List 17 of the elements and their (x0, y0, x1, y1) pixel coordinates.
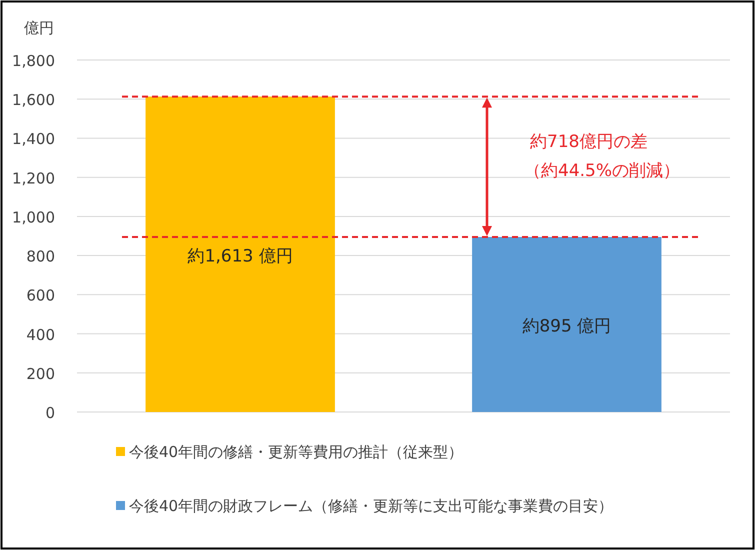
y-tick-label: 1,800 (12, 52, 55, 70)
y-axis-title: 億円 (24, 19, 54, 37)
data-label: 約1,613 億円 (188, 246, 293, 266)
annotation: 約718億円の差 (530, 132, 648, 152)
y-tick-label: 1,400 (12, 130, 55, 148)
y-tick-label: 600 (26, 286, 55, 305)
y-tick-label: 1,000 (12, 208, 55, 226)
y-tick-label: 1,600 (12, 91, 55, 110)
y-tick-label: 200 (26, 364, 55, 383)
y-tick-label: 800 (26, 248, 55, 266)
legend-label: 今後40年間の修繕・更新等費用の推計（従来型） (129, 443, 464, 461)
legend-label: 今後40年間の財政フレーム（修繕・更新等に支出可能な事業費の目安） (129, 497, 614, 515)
annotation: （約44.5%の削減） (524, 160, 680, 181)
y-tick-label: 400 (26, 326, 55, 344)
data-label: 約895 億円 (522, 316, 612, 336)
y-tick-label: 1,200 (12, 169, 55, 188)
y-tick-label: 0 (45, 404, 55, 422)
